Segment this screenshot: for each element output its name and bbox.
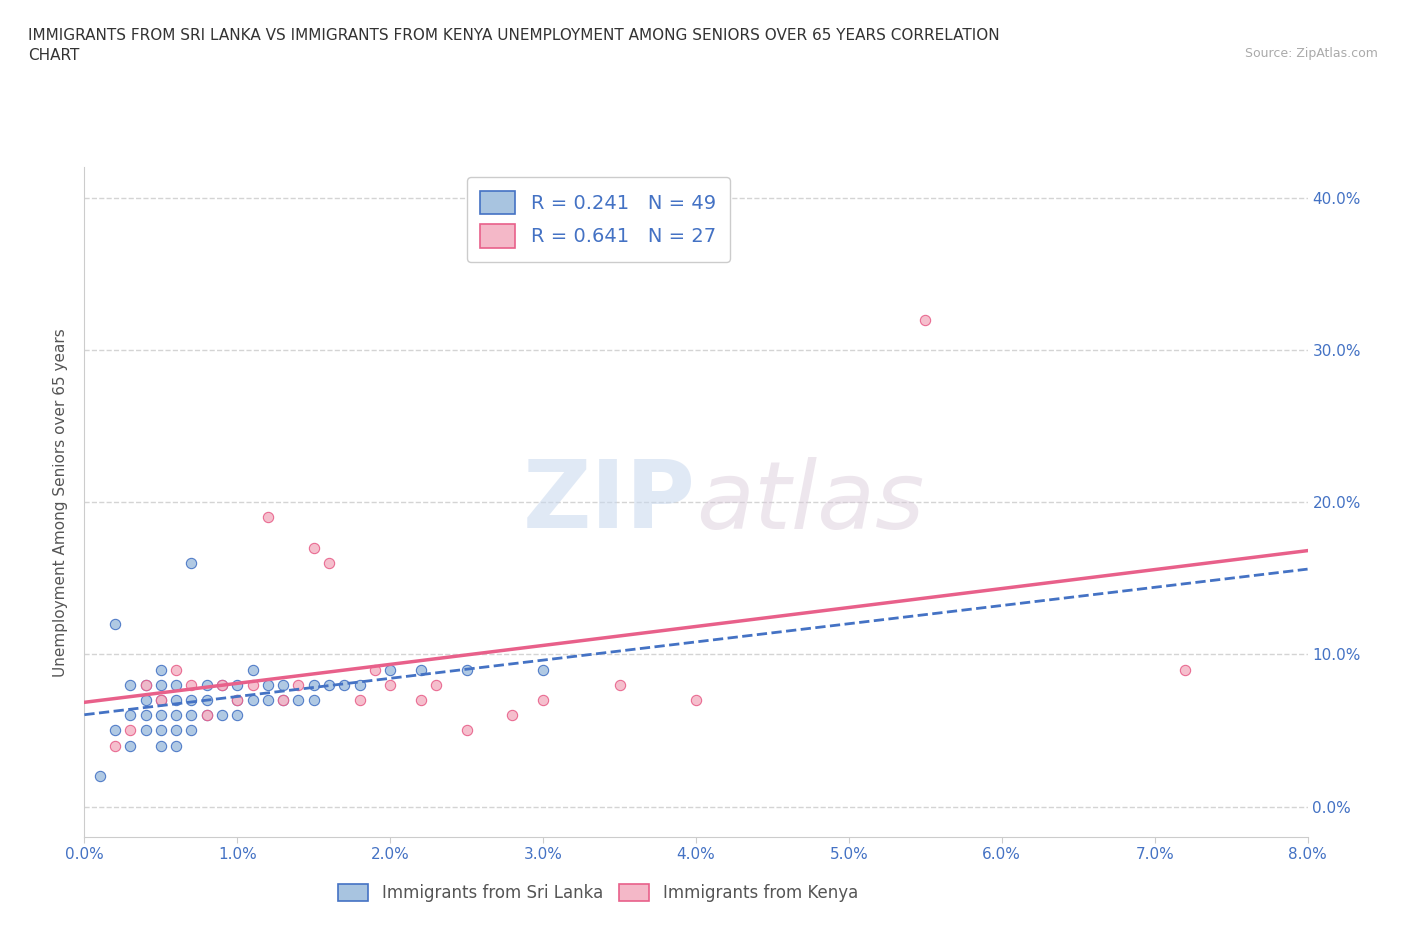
Point bbox=[195, 708, 218, 723]
Point bbox=[242, 662, 264, 677]
Point bbox=[226, 677, 249, 692]
Point bbox=[149, 693, 172, 708]
Point bbox=[271, 677, 294, 692]
Point bbox=[380, 677, 402, 692]
Point bbox=[257, 677, 280, 692]
Point bbox=[271, 693, 294, 708]
Point bbox=[149, 693, 172, 708]
Point bbox=[302, 693, 325, 708]
Point bbox=[242, 677, 264, 692]
Point bbox=[302, 540, 325, 555]
Point bbox=[195, 693, 218, 708]
Point bbox=[149, 738, 172, 753]
Point bbox=[180, 708, 202, 723]
Point bbox=[211, 677, 233, 692]
Point bbox=[456, 723, 478, 737]
Point bbox=[257, 510, 280, 525]
Point bbox=[318, 555, 340, 570]
Point bbox=[149, 723, 172, 737]
Point bbox=[531, 693, 554, 708]
Point bbox=[195, 677, 218, 692]
Text: ZIP: ZIP bbox=[523, 457, 696, 548]
Point bbox=[226, 708, 249, 723]
Text: Source: ZipAtlas.com: Source: ZipAtlas.com bbox=[1244, 46, 1378, 60]
Point bbox=[180, 555, 202, 570]
Point bbox=[257, 693, 280, 708]
Point bbox=[165, 738, 187, 753]
Point bbox=[135, 693, 157, 708]
Point bbox=[165, 662, 187, 677]
Point bbox=[104, 723, 127, 737]
Point bbox=[165, 708, 187, 723]
Point bbox=[287, 677, 309, 692]
Point bbox=[195, 708, 218, 723]
Point bbox=[149, 708, 172, 723]
Point bbox=[226, 693, 249, 708]
Point bbox=[914, 312, 936, 327]
Legend: Immigrants from Sri Lanka, Immigrants from Kenya: Immigrants from Sri Lanka, Immigrants fr… bbox=[332, 878, 865, 909]
Point bbox=[349, 677, 371, 692]
Point bbox=[180, 723, 202, 737]
Point bbox=[120, 708, 142, 723]
Point bbox=[120, 738, 142, 753]
Point bbox=[135, 708, 157, 723]
Point bbox=[149, 677, 172, 692]
Point bbox=[409, 693, 432, 708]
Point bbox=[364, 662, 387, 677]
Y-axis label: Unemployment Among Seniors over 65 years: Unemployment Among Seniors over 65 years bbox=[53, 328, 69, 677]
Point bbox=[425, 677, 447, 692]
Point bbox=[180, 677, 202, 692]
Point bbox=[609, 677, 631, 692]
Point bbox=[685, 693, 707, 708]
Point bbox=[287, 693, 309, 708]
Point bbox=[380, 662, 402, 677]
Point bbox=[226, 693, 249, 708]
Point bbox=[349, 693, 371, 708]
Point bbox=[1174, 662, 1197, 677]
Point bbox=[333, 677, 356, 692]
Point bbox=[104, 738, 127, 753]
Text: atlas: atlas bbox=[696, 457, 924, 548]
Point bbox=[135, 723, 157, 737]
Point bbox=[456, 662, 478, 677]
Point bbox=[211, 677, 233, 692]
Point bbox=[120, 677, 142, 692]
Point bbox=[502, 708, 524, 723]
Point bbox=[165, 677, 187, 692]
Point bbox=[318, 677, 340, 692]
Point bbox=[242, 693, 264, 708]
Point bbox=[120, 723, 142, 737]
Point bbox=[531, 662, 554, 677]
Point bbox=[165, 723, 187, 737]
Point bbox=[165, 693, 187, 708]
Text: IMMIGRANTS FROM SRI LANKA VS IMMIGRANTS FROM KENYA UNEMPLOYMENT AMONG SENIORS OV: IMMIGRANTS FROM SRI LANKA VS IMMIGRANTS … bbox=[28, 28, 1000, 62]
Point bbox=[302, 677, 325, 692]
Point bbox=[135, 677, 157, 692]
Point bbox=[409, 662, 432, 677]
Point bbox=[135, 677, 157, 692]
Point bbox=[271, 693, 294, 708]
Point bbox=[180, 693, 202, 708]
Point bbox=[149, 662, 172, 677]
Point bbox=[104, 617, 127, 631]
Point bbox=[211, 708, 233, 723]
Point bbox=[89, 769, 111, 784]
